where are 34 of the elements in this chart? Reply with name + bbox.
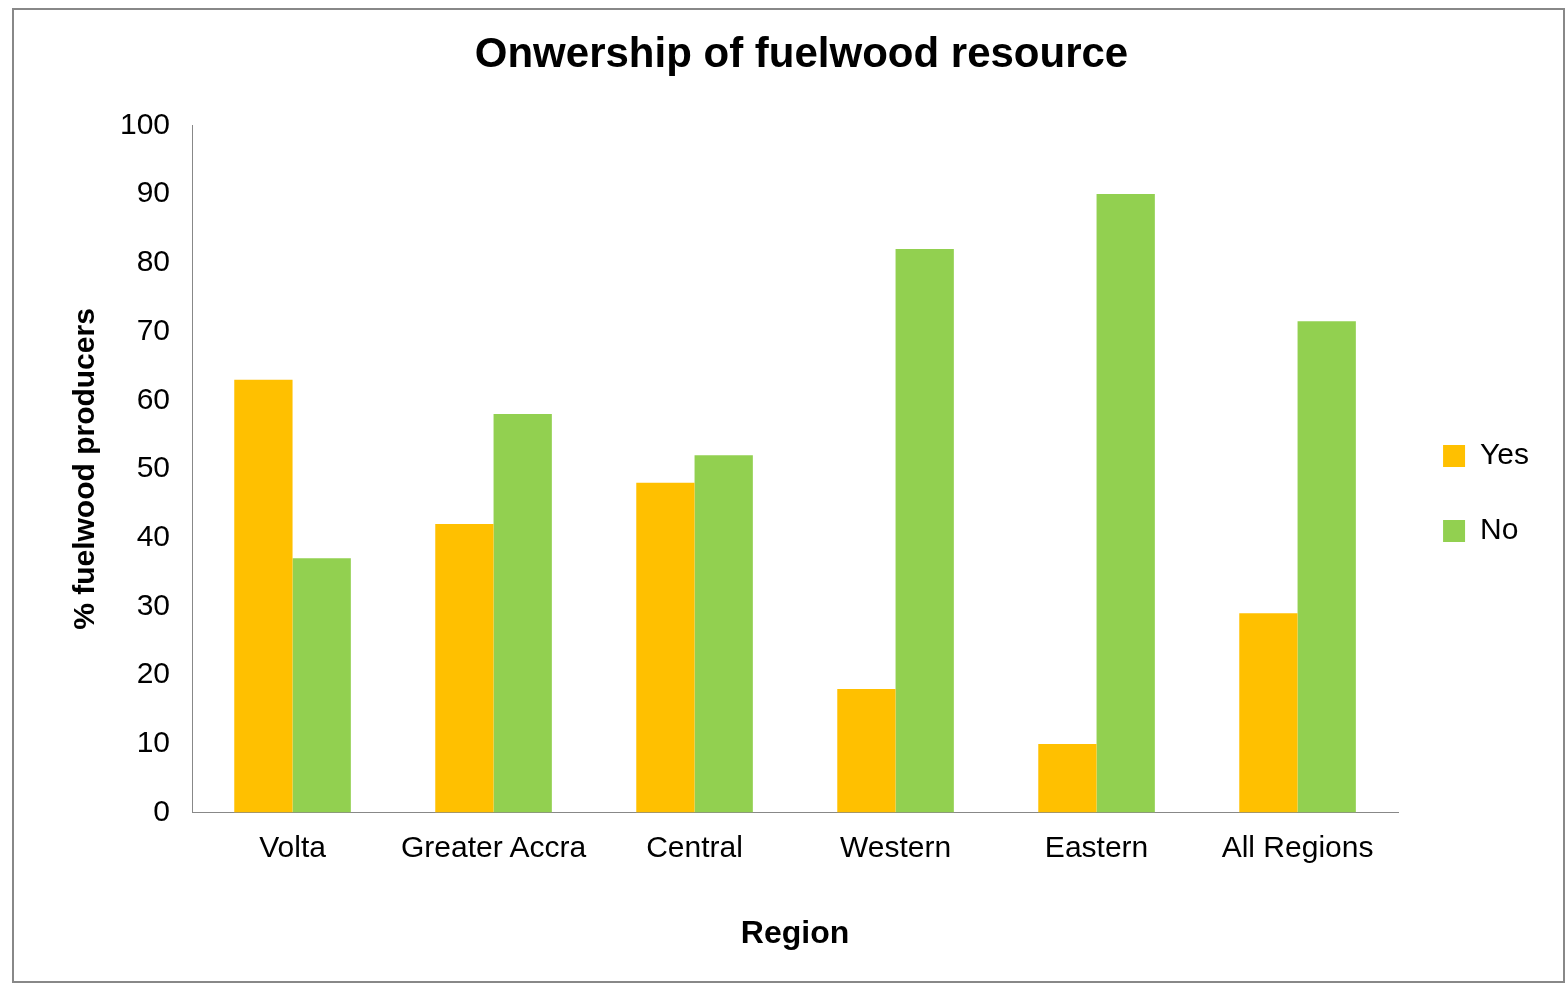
y-tick-label: 30	[136, 587, 171, 621]
bar	[895, 249, 954, 813]
bar	[1096, 194, 1155, 813]
y-tick-label: 50	[136, 450, 171, 484]
y-tick-label: 60	[136, 381, 171, 415]
y-tick-label: 0	[153, 793, 171, 827]
x-axis-title: Region	[740, 913, 850, 950]
bar	[292, 558, 351, 813]
bar	[435, 523, 494, 813]
x-tick-label: Central	[646, 829, 743, 863]
x-tick-label: Western	[839, 829, 952, 863]
y-tick-label: 20	[136, 656, 171, 690]
x-tick-label: Greater Accra	[401, 829, 587, 863]
y-tick-label: 80	[136, 244, 171, 278]
bar	[636, 482, 695, 813]
bar	[493, 414, 552, 813]
y-tick-label: 40	[136, 518, 171, 552]
bar	[837, 688, 896, 813]
y-axis-title: % fuelwood producers	[67, 308, 101, 630]
y-tick-label: 90	[136, 175, 171, 209]
x-tick-label: All Regions	[1221, 829, 1374, 863]
bar	[694, 455, 753, 813]
y-tick-label: 10	[136, 725, 171, 759]
bar	[1239, 613, 1298, 813]
legend-label: Yes	[1480, 437, 1530, 471]
y-tick-label: 70	[136, 312, 171, 346]
y-tick-label: 100	[119, 106, 171, 140]
x-tick-label: Volta	[259, 829, 327, 863]
bar	[1038, 743, 1097, 813]
legend-label: No	[1480, 512, 1519, 546]
x-tick-label: Eastern	[1044, 829, 1149, 863]
bar	[1297, 321, 1356, 813]
bar	[234, 379, 293, 813]
chart-title: Onwership of fuelwood resource	[474, 28, 1129, 76]
